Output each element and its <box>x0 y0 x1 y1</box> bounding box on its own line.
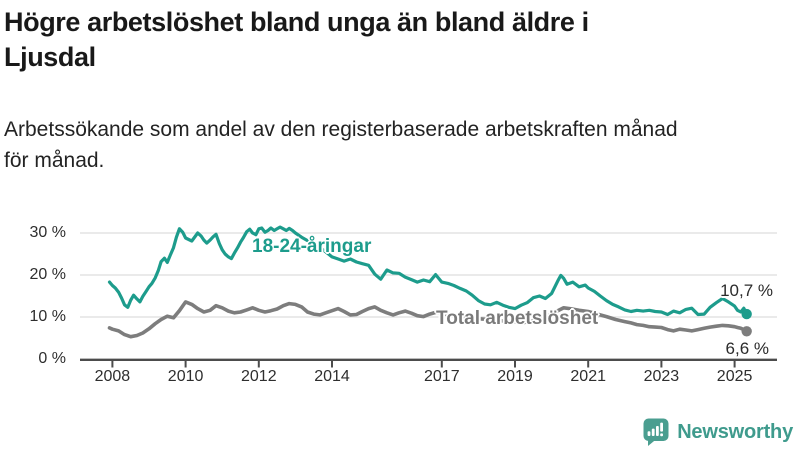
series-label-youth: 18-24-åringar <box>252 236 372 257</box>
y-tick-label: 30 % <box>29 224 66 241</box>
series-line-youth <box>107 225 749 317</box>
page-title: Högre arbetslöshet bland unga än bland ä… <box>4 7 589 72</box>
x-tick-label: 2021 <box>570 368 606 385</box>
x-tick-label: 2012 <box>241 368 277 385</box>
newsworthy-wordmark: Newsworthy <box>677 420 793 443</box>
total-end-value-label: 6,6 % <box>725 339 769 358</box>
end-dot-total <box>741 326 752 337</box>
newsworthy-logo: Newsworthy <box>643 418 793 446</box>
y-tick-label: 20 % <box>29 266 66 283</box>
series-label-total: Total arbetslöshet <box>436 308 599 329</box>
x-tick-label: 2008 <box>94 368 131 385</box>
page-subtitle: Arbetssökande som andel av den registerb… <box>4 118 678 172</box>
x-tick-label: 2017 <box>424 368 460 385</box>
y-tick-label: 0 % <box>38 350 66 367</box>
y-tick-label: 10 % <box>29 308 66 325</box>
x-tick-label: 2023 <box>643 368 680 385</box>
newsworthy-logo-icon <box>643 418 669 446</box>
x-tick-label: 2025 <box>716 368 753 385</box>
x-tick-label: 2010 <box>167 368 204 385</box>
end-dot-youth <box>741 308 752 320</box>
series-line-total <box>107 300 749 339</box>
x-tick-label: 2014 <box>314 368 350 385</box>
youth-end-value-label: 10,7 % <box>720 281 773 300</box>
x-tick-label: 2019 <box>497 368 533 385</box>
